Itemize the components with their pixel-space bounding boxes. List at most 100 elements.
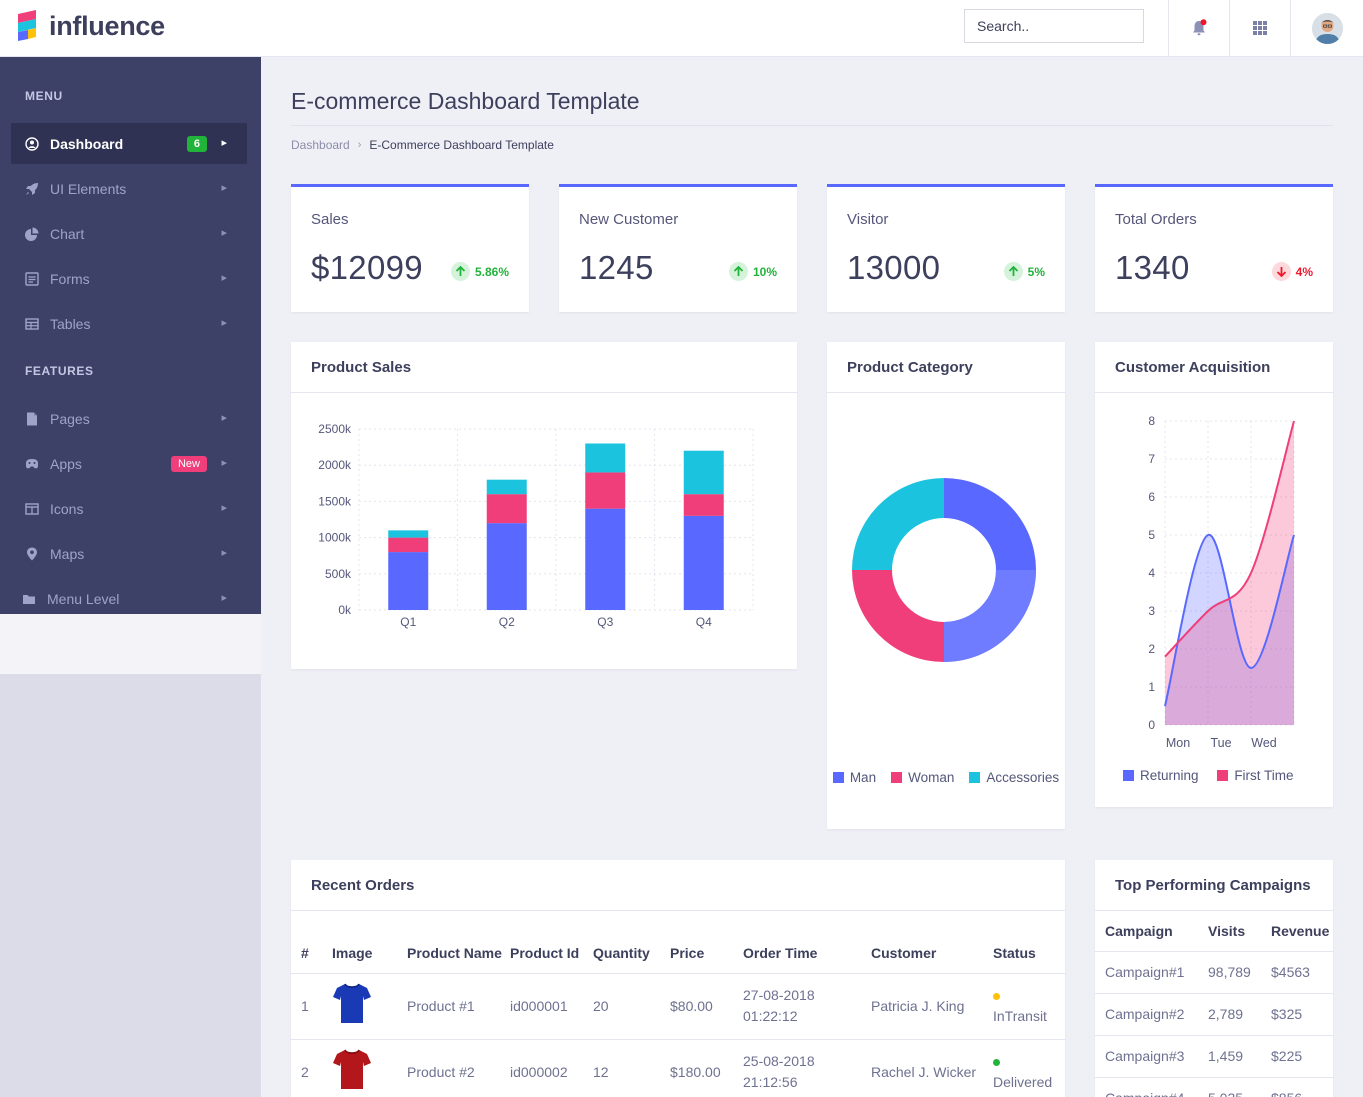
column-header: Visits [1198,911,1261,952]
breadcrumb-link-dashboard[interactable]: Dashboard [291,138,350,152]
legend-item-first-time[interactable]: First Time [1217,768,1294,783]
legend-item-woman[interactable]: Woman [891,770,954,785]
arrow-up-icon [450,262,470,281]
stat-card-visitor: Visitor 13000 5% [827,184,1065,312]
table-row[interactable]: Campaign#3 1,459 $225 [1095,1035,1333,1078]
stat-card-sales: Sales $12099 5.86% [291,184,529,312]
column-header: Status [993,944,1036,961]
chevron-right-icon: ▸ [221,227,227,239]
campaign-visits: 5,035 [1198,1077,1261,1097]
product-name: Product #1 [407,972,510,1039]
y-tick-label: 0 [1148,718,1155,732]
card-title: Product Sales [291,342,797,393]
user-menu-button[interactable] [1290,0,1363,56]
table-row[interactable]: 2 Product #2 id000002 12 $180.00 25-08-2… [291,1038,1065,1097]
sidebar-item-pages[interactable]: Pages ▸ [11,398,247,439]
sidebar-item-menu-level[interactable]: Menu Level ▸ [11,578,247,619]
folder-icon [22,592,36,606]
breadcrumb: Dashboard › E-Commerce Dashboard Templat… [291,138,554,152]
stat-change-value: 10% [752,264,777,279]
stat-card-new-customer: New Customer 1245 10% [559,184,797,312]
logo-icon [18,10,36,41]
table-row[interactable]: Campaign#2 2,789 $325 [1095,993,1333,1036]
sidebar-item-chart[interactable]: Chart ▸ [11,213,247,254]
legend-item-returning[interactable]: Returning [1123,768,1199,783]
stat-card-total-orders: Total Orders 1340 4% [1095,184,1333,312]
x-tick-label: Q4 [696,615,712,629]
table-row[interactable]: Campaign#1 98,789 $4563 [1095,951,1333,994]
sidebar-item-label: Forms [50,270,90,287]
card-title: Recent Orders [291,860,1065,911]
sidebar-item-ui-elements[interactable]: UI Elements ▸ [11,168,247,209]
order-status: Delivered [993,1038,1065,1097]
series-line [1164,420,1295,658]
column-header: Quantity [593,944,650,961]
y-tick-label: 3 [1148,604,1155,618]
bar-segment [683,450,724,495]
sidebar-item-tables[interactable]: Tables ▸ [11,303,247,344]
brand-name: influence [49,10,165,41]
category-legend: Man Woman Accessories [827,767,1065,788]
y-tick-label: 1500k [318,494,352,508]
status-label: InTransit [993,1008,1047,1024]
bar-segment [388,537,429,553]
y-tick-label: 6 [1148,490,1155,504]
x-tick-label: Mon [1166,736,1190,750]
price: $80.00 [670,972,743,1039]
legend-swatch [969,772,981,783]
column-header: Product Id [510,944,580,961]
legend-item-accessories[interactable]: Accessories [969,770,1059,785]
apps-grid-button[interactable] [1229,0,1290,56]
bar-segment [683,494,724,516]
table-header-row: Campaign Visits Revenue [1095,911,1333,952]
columns-icon [25,502,39,516]
order-status: InTransit [993,972,1065,1039]
campaign-name: Campaign#4 [1095,1077,1198,1097]
customer-acquisition-chart: 0 1 2 3 4 5 6 7 8 Mon Tue Wed [1148,414,1295,750]
bar-segment [486,523,527,610]
brand-logo[interactable]: influence [16,10,165,42]
stat-value: $12099 [311,249,423,286]
stat-value: 1245 [579,249,654,286]
legend-swatch [1123,770,1134,781]
y-tick-label: 500k [325,567,352,581]
top-campaigns-card: Top Performing Campaigns Campaign Visits… [1095,860,1333,1097]
sidebar-item-apps[interactable]: Apps New ▸ [11,443,247,484]
campaign-name: Campaign#1 [1095,951,1198,994]
chevron-right-icon: ▸ [221,137,227,149]
notification-button[interactable] [1168,0,1229,56]
table-row[interactable]: 1 Product #1 id000001 20 $80.00 27-08-20… [291,972,1065,1039]
series-line [1164,533,1295,707]
stat-change-value: 4% [1295,264,1313,279]
chevron-right-icon: ▸ [221,317,227,329]
legend-label: Woman [908,770,955,785]
sidebar-item-maps[interactable]: Maps ▸ [11,533,247,574]
y-tick-label: 2500k [318,422,352,436]
campaign-visits: 98,789 [1198,951,1261,994]
card-title: Customer Acquisition [1095,342,1333,393]
sidebar-item-dashboard[interactable]: Dashboard 6 ▸ [11,123,247,164]
order-time: 25-08-2018 21:12:56 [743,1038,871,1097]
y-tick-label: 8 [1148,414,1155,428]
product-name: Product #2 [407,1038,510,1097]
divider [291,125,1333,126]
campaign-name: Campaign#3 [1095,1035,1198,1078]
sidebar-item-icons[interactable]: Icons ▸ [11,488,247,529]
area-fill [1165,534,1294,725]
bar-segment [585,472,626,509]
form-icon [25,271,39,286]
row-number: 1 [291,972,332,1039]
search-input[interactable] [964,9,1144,43]
table-row[interactable]: Campaign#4 5,035 $856 [1095,1077,1333,1097]
map-pin-icon [25,547,39,561]
product-id: id000001 [510,972,593,1039]
chevron-right-icon: ▸ [221,182,227,194]
stat-value: 1340 [1115,249,1190,286]
column-header: Image [332,944,373,961]
sidebar-item-label: UI Elements [50,180,127,197]
legend-item-man[interactable]: Man [832,770,876,785]
donut-slice-highlight [944,570,1036,662]
sidebar-item-forms[interactable]: Forms ▸ [11,258,247,299]
bar-segment [585,508,626,610]
campaign-name: Campaign#2 [1095,993,1198,1036]
